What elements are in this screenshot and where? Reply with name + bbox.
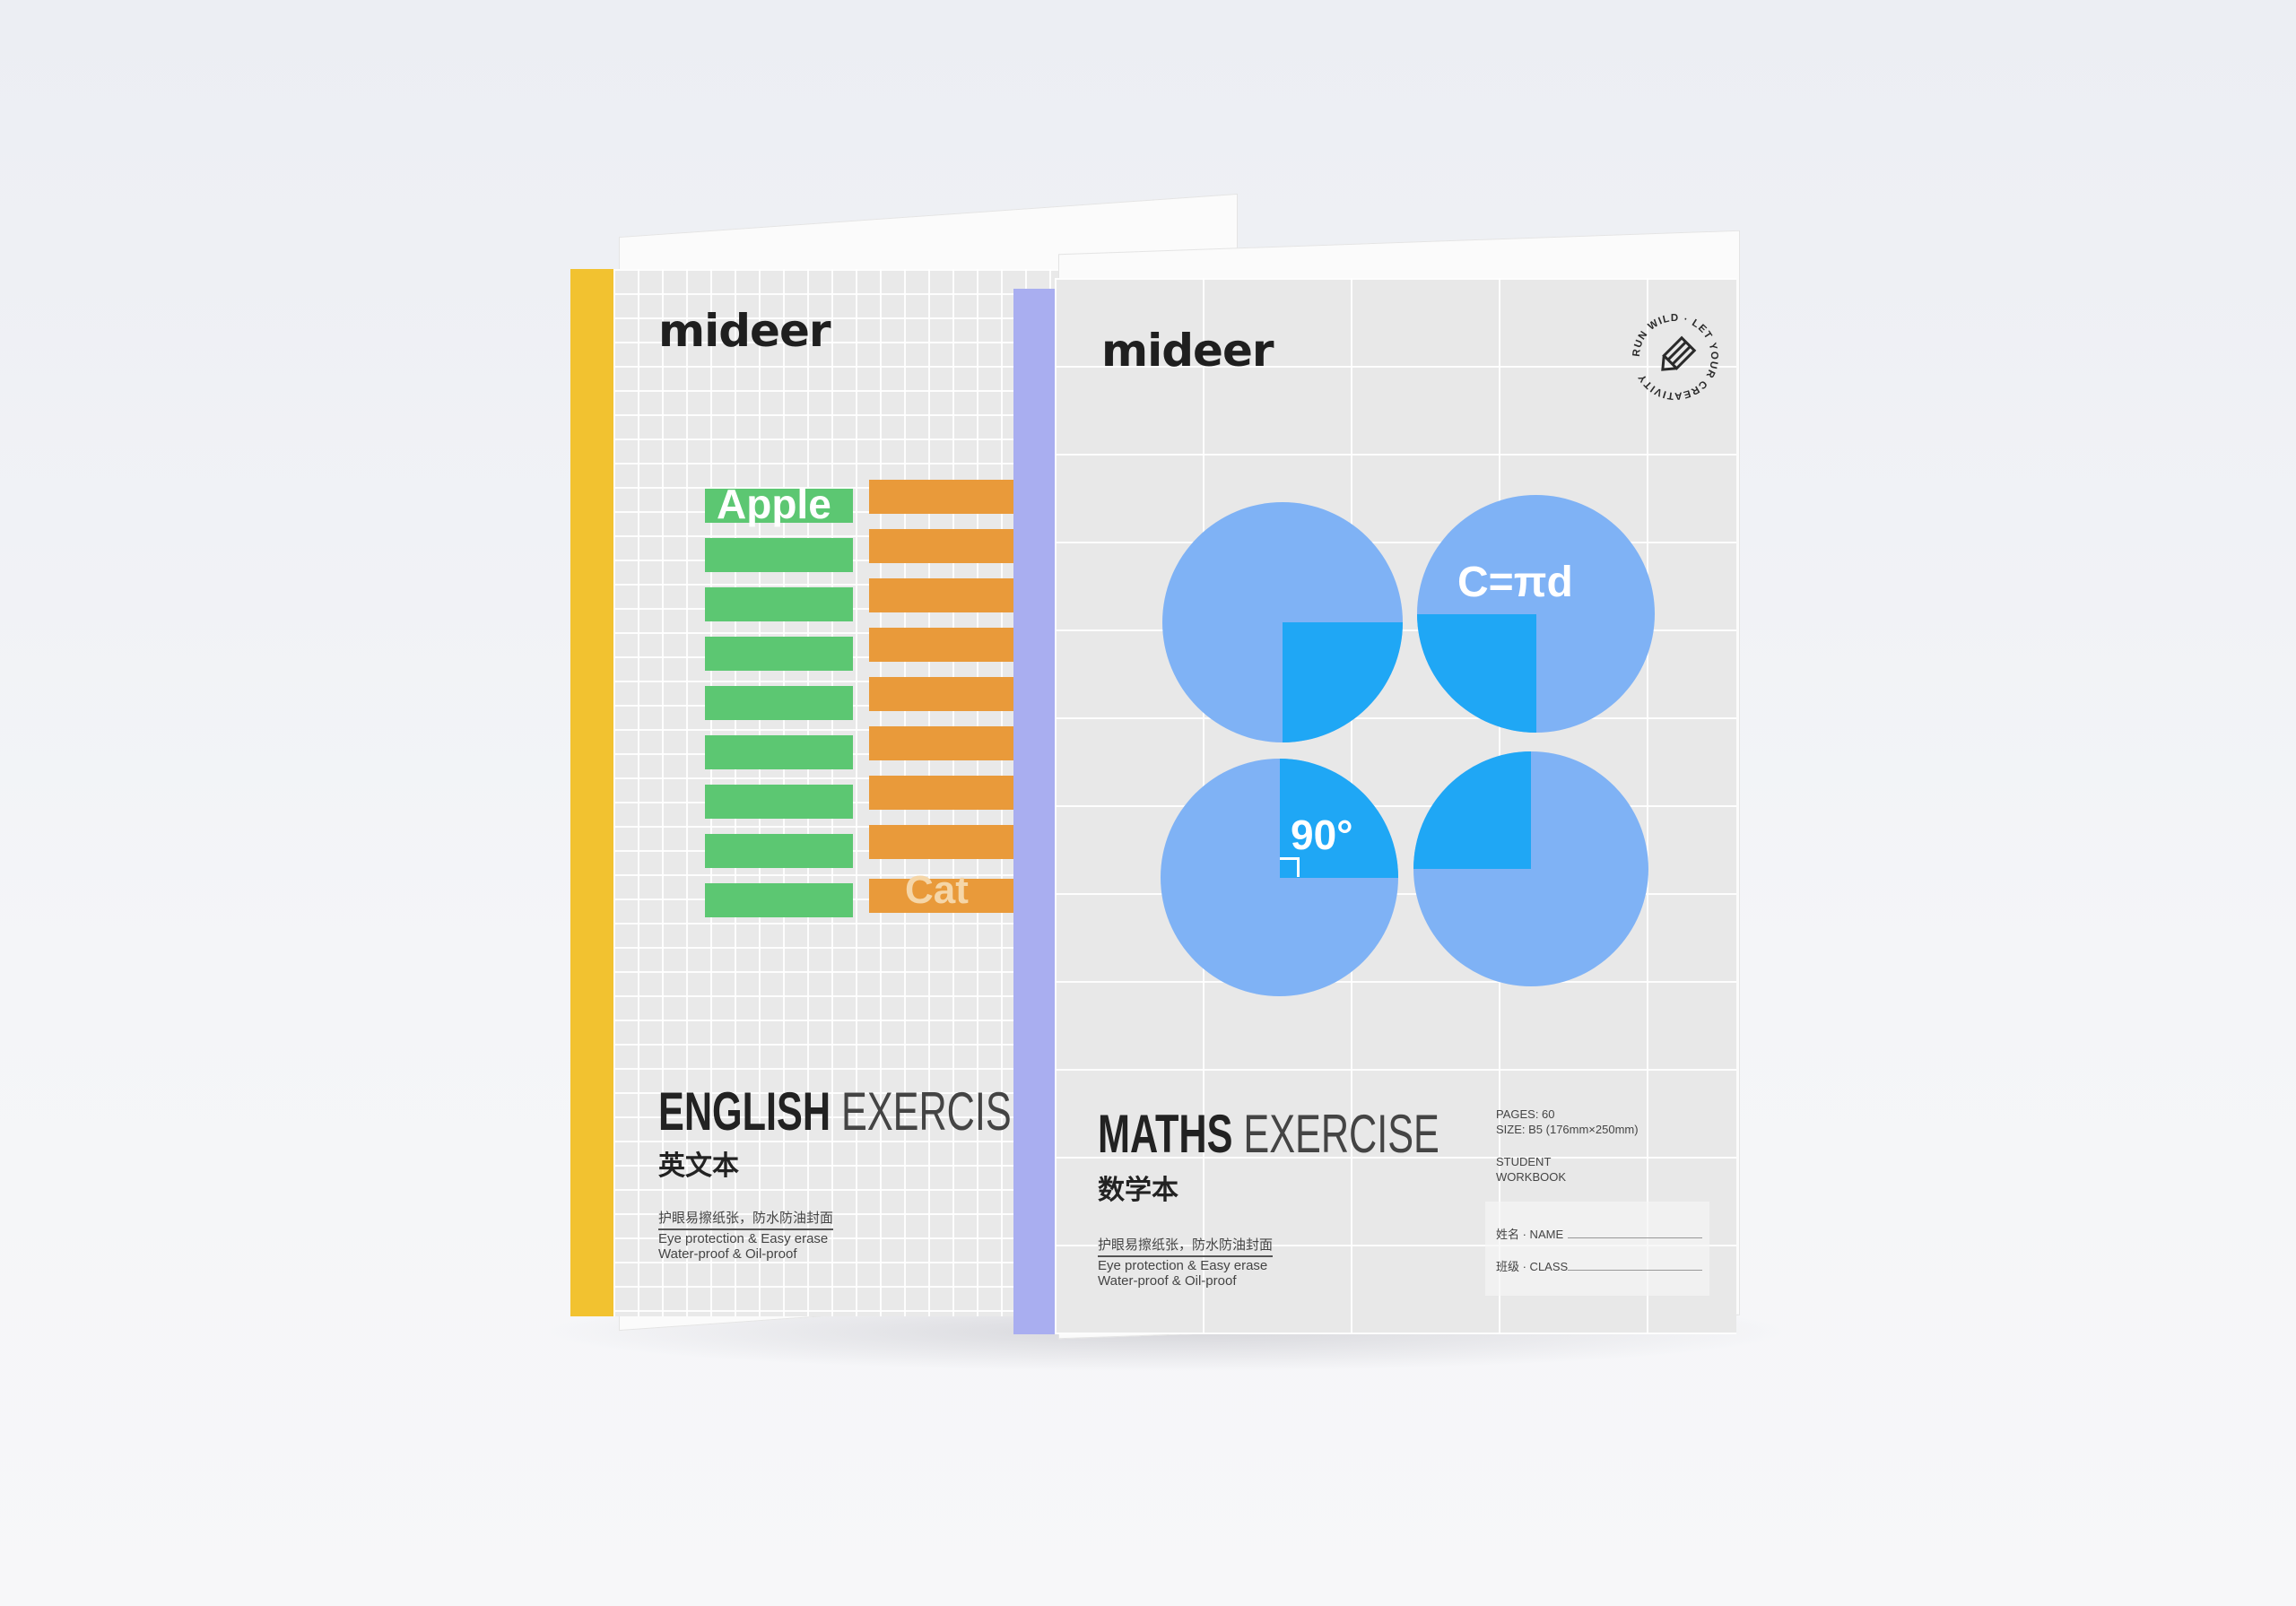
creativity-badge: RUN WILD · LET YOUR CREATIVITY: [1625, 307, 1726, 407]
maths-title-cn: 数学本: [1098, 1176, 1178, 1205]
name-class-box: 姓名 · NAME 班级 · CLASS: [1485, 1202, 1709, 1296]
square: [1417, 614, 1536, 733]
circle-bottom-right: [1413, 751, 1648, 986]
feature-cn: 护眼易擦纸张，防水防油封面: [1098, 1237, 1274, 1257]
maths-spine: [1013, 289, 1055, 1334]
feature-en-1: Eye protection & Easy erase: [1098, 1258, 1268, 1273]
badge-svg: RUN WILD · LET YOUR CREATIVITY: [1631, 313, 1719, 401]
circle-bottom-left: 90°: [1161, 759, 1398, 996]
feature-en-2: Water-proof & Oil-proof: [658, 1246, 797, 1262]
english-title: ENGLISH EXERCISE: [658, 1081, 1038, 1142]
english-cover: mideer Apple Cat ENGLISH EXERCISE 英文本 护眼…: [613, 269, 1066, 1316]
name-label: 姓名 · NAME: [1496, 1228, 1564, 1241]
angle-label: 90°: [1291, 812, 1353, 858]
english-spine: [570, 269, 613, 1316]
size-info: SIZE: B5 (176mm×250mm): [1496, 1123, 1639, 1136]
workbook-label: WORKBOOK: [1496, 1170, 1567, 1184]
student-label: STUDENT: [1496, 1155, 1552, 1168]
class-label: 班级 · CLASS: [1496, 1260, 1569, 1273]
right-angle-icon: [1280, 857, 1300, 877]
maths-title: MATHS EXERCISE: [1098, 1104, 1439, 1164]
word-cat: Cat: [905, 868, 969, 912]
square: [1283, 622, 1403, 742]
pencil-icon: [1661, 335, 1697, 371]
english-title-cn: 英文本: [658, 1151, 739, 1181]
square: [1280, 759, 1398, 878]
feature-en-1: Eye protection & Easy erase: [658, 1231, 829, 1246]
badge-text: RUN WILD · LET YOUR CREATIVITY: [1631, 313, 1719, 401]
formula-label: C=πd: [1457, 559, 1573, 606]
brand-logo: mideer: [1101, 325, 1274, 377]
name-line: [1568, 1237, 1702, 1238]
brand-logo: mideer: [658, 305, 831, 357]
pages-info: PAGES: 60: [1496, 1107, 1555, 1121]
square: [1413, 751, 1531, 869]
circle-top-left: [1162, 502, 1403, 742]
circle-top-right: C=πd: [1417, 495, 1655, 733]
class-line: [1568, 1270, 1702, 1271]
badge-text-path: RUN WILD · LET YOUR CREATIVITY: [1631, 313, 1718, 401]
feature-en-2: Water-proof & Oil-proof: [1098, 1273, 1237, 1289]
feature-cn: 护眼易擦纸张，防水防油封面: [658, 1211, 834, 1230]
word-apple: Apple: [717, 481, 831, 527]
maths-cover: mideer RUN WILD · LET YOUR CREATIVITY C=…: [1055, 278, 1736, 1334]
